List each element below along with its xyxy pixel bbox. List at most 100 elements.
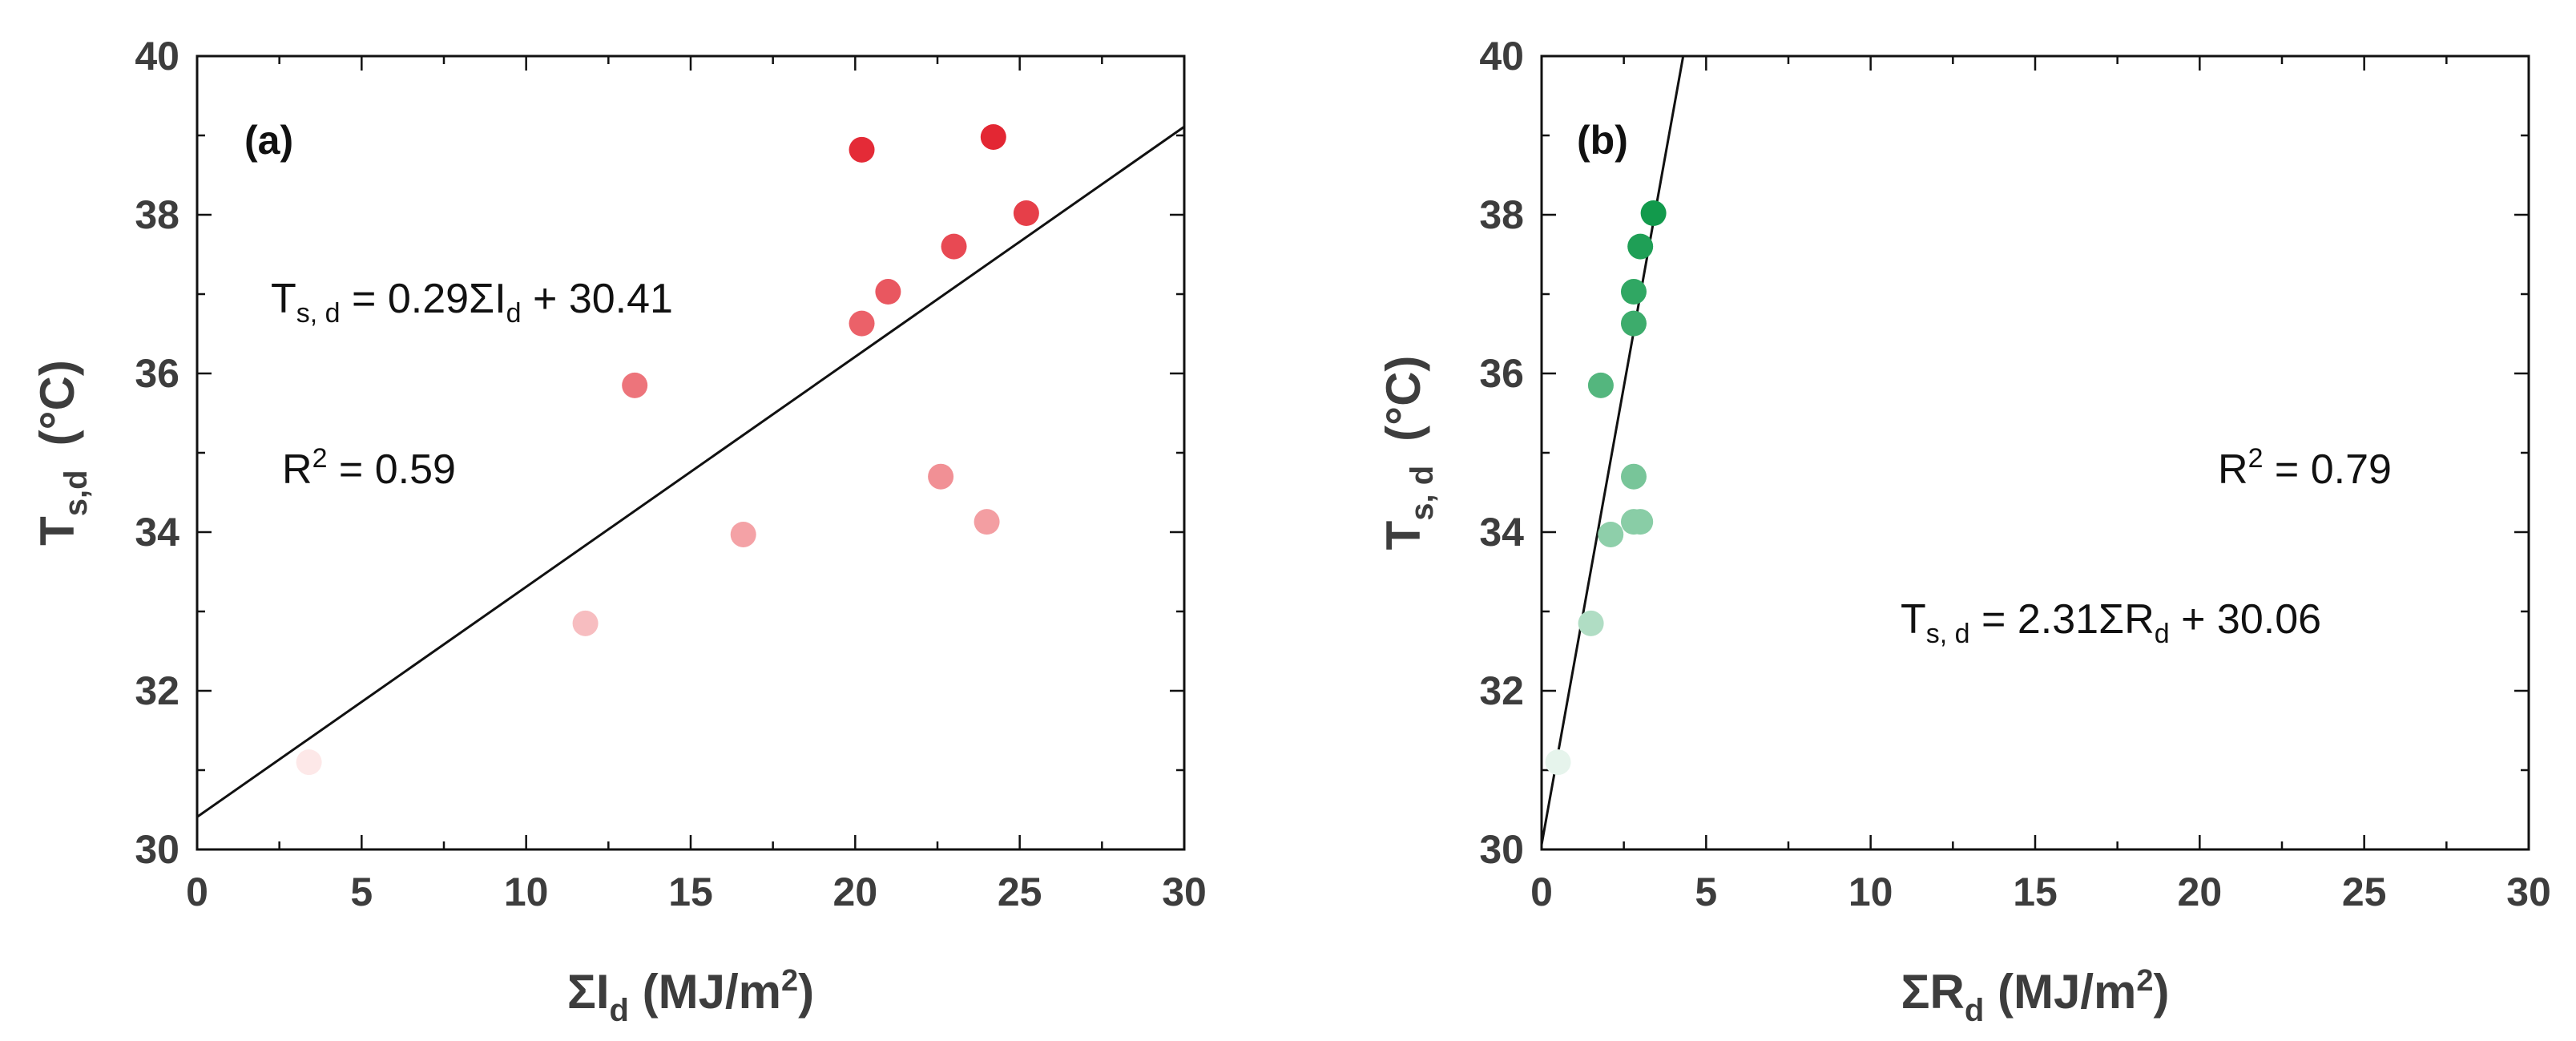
panel-b-data-point (1578, 610, 1604, 636)
panel-a-data-point (572, 610, 599, 636)
panel-b-points (1545, 200, 1667, 776)
panel-a-x-tick-label: 10 (504, 870, 549, 914)
panel-b-fit-line (1540, 55, 1685, 845)
panel-b-y-tick-label: 38 (1479, 192, 1524, 237)
panel-b-xlabel-main: ΣR (1901, 965, 1965, 1019)
panel-b-y-tick-label: 30 (1479, 827, 1524, 872)
panel-a: 0 5 10 15 20 25 30 30 32 34 36 38 40 (a) Ts, d = 0.… (30, 34, 1207, 1028)
panel-b-y-axis-label: Ts, d (°C) (1377, 356, 1440, 551)
panel-a-x-tick-label: 30 (1162, 870, 1207, 914)
panel-a-equation: Ts, d = 0.29ΣId + 30.41 (271, 276, 673, 329)
panel-a-eq-lhs-sub: s, d (296, 298, 341, 329)
panel-a-data-point (941, 233, 967, 260)
panel-b-equation: Ts, d = 2.31ΣRd + 30.06 (1901, 596, 2321, 649)
panel-b-eq-lhs: T (1901, 596, 1926, 643)
panel-a-x-tick-labels: 0 5 10 15 20 25 30 (186, 870, 1207, 914)
panel-a-y-tick-labels: 30 32 34 36 38 40 (135, 34, 179, 872)
panel-a-y-tick-label: 30 (135, 827, 179, 872)
panel-b-x-tick-label: 15 (2013, 870, 2058, 914)
panel-a-x-tick-label: 25 (998, 870, 1042, 914)
panel-a-data-point (1013, 200, 1039, 227)
panel-a-x-tick-label: 0 (186, 870, 208, 914)
panel-b-ylabel-unit: (°C) (1377, 356, 1430, 442)
panel-a-y-tick-label: 34 (135, 510, 179, 555)
panel-a-ylabel-sub: s,d (58, 470, 94, 516)
panel-b-data-point (1620, 310, 1647, 337)
panel-b-y-tick-label: 34 (1479, 510, 1524, 555)
panel-a-data-point (974, 509, 1000, 535)
panel-b-y-tick-label: 40 (1479, 34, 1524, 79)
panel-a-r2-pre: R (282, 446, 312, 493)
panel-a-data-point (622, 372, 648, 398)
panel-a-r2: R2 = 0.59 (282, 443, 456, 493)
panel-a-data-point (849, 136, 875, 163)
panel-a-points (296, 123, 1039, 776)
panel-a-y-tick-label: 38 (135, 192, 179, 237)
panel-b-xlabel-sup: 2 (2136, 964, 2153, 998)
panel-b-xlabel-unit-post: ) (2153, 965, 2169, 1019)
panel-b-y-tick-label: 36 (1479, 351, 1524, 396)
panel-a-data-point (296, 749, 322, 776)
panel-b-x-tick-label: 25 (2342, 870, 2387, 914)
panel-a-eq-rhs-post: + 30.41 (522, 276, 673, 322)
panel-b-y-tick-labels: 30 32 34 36 38 40 (1479, 34, 1524, 872)
panel-b-x-axis-label: ΣRd (MJ/m2) (1901, 964, 2170, 1028)
panel-b-ylabel-main: T (1377, 521, 1430, 551)
panel-b-data-point (1620, 463, 1647, 490)
panel-b-xlabel-sub: d (1965, 993, 1984, 1028)
panel-b-eq-lhs-sub: s, d (1926, 619, 1970, 649)
panel-b-eq-rhs: = 2.31ΣR (1970, 596, 2155, 643)
panel-a-y-tick-label: 40 (135, 34, 179, 79)
panel-a-xlabel-sup: 2 (781, 964, 798, 998)
panel-a-x-axis-label: ΣId (MJ/m2) (567, 964, 814, 1028)
panel-b-data-point (1627, 509, 1654, 535)
panel-a-eq-rhs: = 0.29ΣI (341, 276, 506, 322)
panel-b-x-tick-label: 20 (2178, 870, 2223, 914)
panel-b-r2: R2 = 0.79 (2218, 443, 2392, 493)
panel-a-fit-line (196, 125, 1185, 818)
panel-a-ylabel-unit: (°C) (30, 360, 84, 446)
panel-a-label: (a) (244, 118, 293, 163)
panel-b-xlabel-unit: (MJ/m (1984, 965, 2136, 1019)
panel-a-eq-rhs-sub: d (506, 298, 522, 329)
panel-b-x-tick-label: 5 (1695, 870, 1717, 914)
panel-a-data-point (875, 279, 901, 305)
panel-b-ylabel-sub: s, d (1405, 466, 1440, 521)
panel-b-x-tick-label: 0 (1530, 870, 1553, 914)
panel-a-data-point (730, 521, 756, 547)
panel-a-ylabel-main: T (30, 516, 84, 546)
panel-a-data-point (849, 310, 875, 337)
panel-b-r2-pre: R (2218, 446, 2248, 493)
panel-b-data-point (1620, 279, 1647, 305)
panel-b-data-point (1587, 372, 1614, 398)
panel-b-fit-line-group (1540, 55, 1685, 845)
panel-a-fit-line-group (196, 125, 1185, 818)
panel-b-x-tick-label: 30 (2506, 870, 2551, 914)
panel-b-x-tick-labels: 0 5 10 15 20 25 30 (1530, 870, 2551, 914)
panel-b-axes-frame (1540, 54, 2530, 851)
panel-b-r2-post: = 0.79 (2263, 446, 2391, 493)
panel-a-y-tick-label: 36 (135, 351, 179, 396)
panel-a-x-tick-label: 5 (350, 870, 373, 914)
panel-b-y-tick-label: 32 (1479, 668, 1524, 713)
panel-b-data-point (1598, 521, 1624, 547)
panel-a-axes-frame (196, 54, 1186, 851)
panel-a-xlabel-unit-post: ) (798, 965, 814, 1019)
panel-b-label: (b) (1577, 118, 1628, 163)
panel-b-x-tick-label: 10 (1848, 870, 1893, 914)
panel-a-xlabel-unit: (MJ/m (629, 965, 781, 1019)
panel-b-eq-rhs-sub: d (2155, 619, 2170, 649)
panel-b-data-point (1545, 749, 1571, 776)
panel-a-r2-post: = 0.59 (327, 446, 455, 493)
panel-b-r2-sup: 2 (2248, 443, 2264, 474)
panel-a-y-axis-label: Ts,d (°C) (30, 360, 94, 546)
panel-a-x-tick-label: 15 (668, 870, 713, 914)
panel-a-x-tick-label: 20 (833, 870, 878, 914)
panel-b-data-point (1627, 233, 1654, 260)
panel-a-data-point (980, 123, 1006, 150)
panel-a-r2-sup: 2 (312, 443, 328, 474)
panel-a-xlabel-main: ΣI (567, 965, 610, 1019)
panel-a-xlabel-sub: d (610, 993, 629, 1028)
panel-a-y-tick-label: 32 (135, 668, 179, 713)
